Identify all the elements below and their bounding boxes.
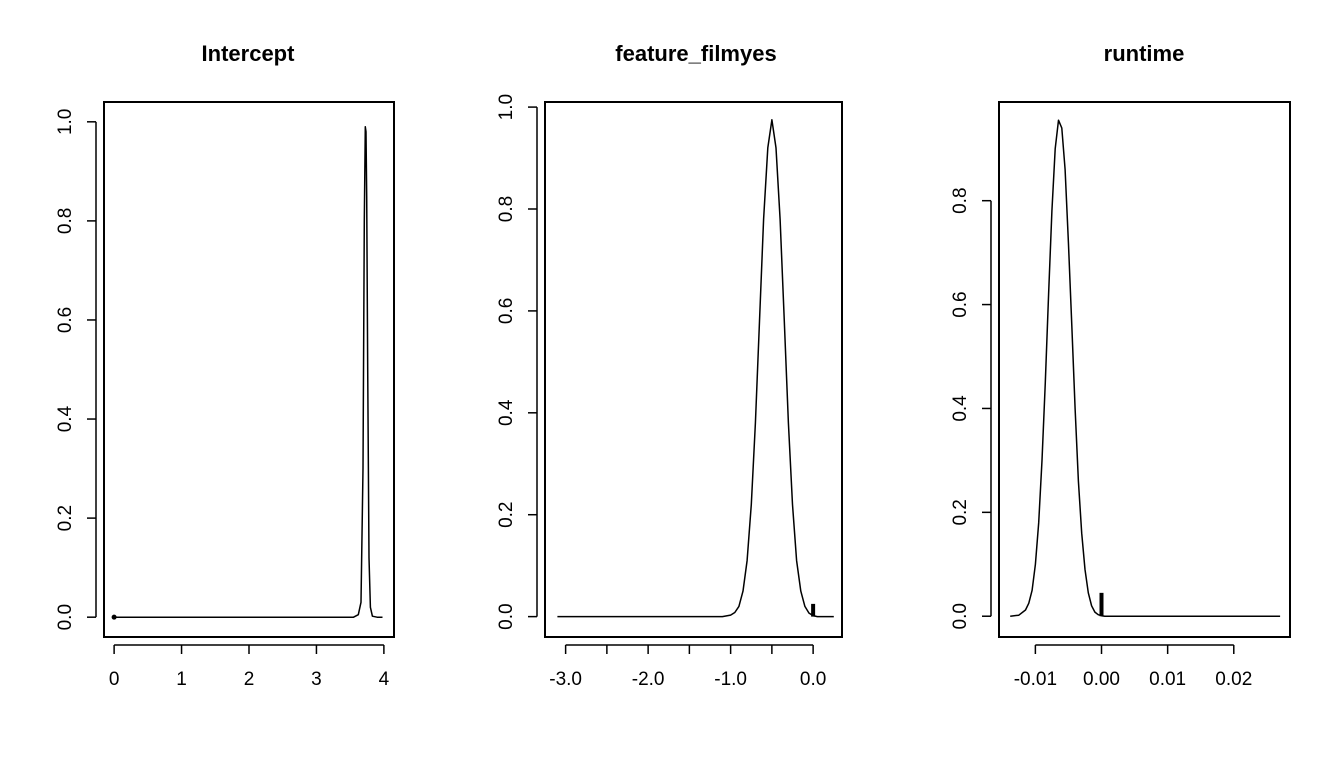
y-tick-label: 0.6 xyxy=(950,291,971,317)
panel-title: Intercept xyxy=(202,41,296,66)
panel-title: runtime xyxy=(1104,41,1185,66)
y-tick-label: 0.2 xyxy=(950,499,971,525)
x-tick-label: 0.02 xyxy=(1215,669,1252,690)
x-tick-label: 4 xyxy=(379,669,390,690)
plot-frame xyxy=(544,101,843,638)
x-tick-label: -0.01 xyxy=(1014,669,1057,690)
x-tick-label: 2 xyxy=(244,669,255,690)
y-tick-label: 0.2 xyxy=(55,505,76,531)
y-tick-label: 0.0 xyxy=(496,603,517,629)
density-curve xyxy=(1010,119,1281,617)
panel-intercept: Intercept 0 1 2 3 4 0.0 0.2 0.4 0.6 0.8 1.0 xyxy=(55,41,395,690)
plot-frame xyxy=(998,101,1291,638)
x-tick-label: -1.0 xyxy=(714,669,747,690)
x-tick-label: -2.0 xyxy=(632,669,665,690)
panel-feature-filmyes: feature_filmyes -3.0 -2.0 -1.0 0.0 0.0 0.2 0.4… xyxy=(496,41,843,690)
x-tick-label: 1 xyxy=(176,669,187,690)
panel-title: feature_filmyes xyxy=(615,41,776,66)
density-curve xyxy=(114,126,383,618)
y-tick-label: 1.0 xyxy=(496,94,517,120)
x-tick-label: -3.0 xyxy=(549,669,582,690)
x-tick-label: 0 xyxy=(109,669,120,690)
y-tick-label: 0.2 xyxy=(496,502,517,528)
y-tick-label: 0.8 xyxy=(55,208,76,234)
x-tick-label: 0.01 xyxy=(1149,669,1186,690)
x-tick-label: 0.00 xyxy=(1083,669,1120,690)
y-tick-label: 0.6 xyxy=(496,298,517,324)
y-tick-label: 0.8 xyxy=(950,187,971,213)
y-tick-label: 0.6 xyxy=(55,307,76,333)
x-tick-label: 0.0 xyxy=(800,669,826,690)
plot-frame xyxy=(103,101,395,638)
y-tick-label: 0.0 xyxy=(950,603,971,629)
y-tick-label: 0.8 xyxy=(496,196,517,222)
y-tick-label: 1.0 xyxy=(55,109,76,135)
y-tick-label: 0.4 xyxy=(496,399,517,426)
y-tick-label: 0.4 xyxy=(950,395,971,422)
x-tick-label: 3 xyxy=(311,669,322,690)
panel-runtime: runtime -0.01 0.00 0.01 0.02 0.0 0.2 0.4 0.6 0.8 xyxy=(950,41,1291,690)
density-curve xyxy=(557,119,834,618)
y-tick-label: 0.4 xyxy=(55,405,76,432)
y-tick-label: 0.0 xyxy=(55,604,76,630)
point-mass-dot xyxy=(111,614,117,620)
